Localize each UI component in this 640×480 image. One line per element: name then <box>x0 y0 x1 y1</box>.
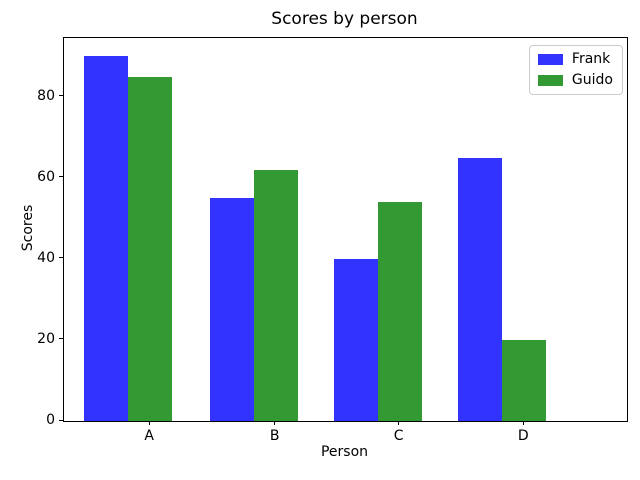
plot-area: Frank Guido <box>63 37 628 422</box>
legend: Frank Guido <box>528 45 623 95</box>
x-tick-mark-a <box>148 421 150 425</box>
bar-frank-a <box>84 56 129 421</box>
x-tick-mark-b <box>274 421 276 425</box>
bar-frank-b <box>209 198 254 421</box>
y-tick-mark-20 <box>59 338 63 340</box>
y-tick-label-0: 0 <box>46 412 55 428</box>
legend-swatch-frank-icon <box>537 53 563 65</box>
y-axis-label: Scores <box>20 204 36 252</box>
legend-swatch-guido-icon <box>537 74 563 86</box>
y-tick-mark-80 <box>59 95 63 97</box>
x-tick-label-d: D <box>517 428 529 444</box>
x-tick-label-c: C <box>393 428 404 444</box>
y-tick-mark-40 <box>59 257 63 259</box>
bar-guido-b <box>253 169 298 421</box>
legend-label-frank: Frank <box>571 51 611 67</box>
y-tick-label-60: 60 <box>37 168 55 185</box>
legend-item-frank: Frank <box>537 51 613 67</box>
x-tick-mark-c <box>398 421 400 425</box>
x-tick-label-b: B <box>269 428 280 444</box>
legend-item-guido: Guido <box>537 72 613 88</box>
chart-title: Scores by person <box>271 9 418 29</box>
bar-frank-d <box>458 157 503 421</box>
x-tick-label-a: A <box>144 428 154 444</box>
x-axis-label: Person <box>320 444 369 460</box>
y-tick-label-80: 80 <box>37 87 55 104</box>
y-tick-mark-60 <box>59 176 63 178</box>
bar-frank-c <box>333 258 378 421</box>
y-tick-label-40: 40 <box>37 249 55 266</box>
y-tick-mark-0 <box>59 419 63 421</box>
bar-guido-c <box>377 202 422 421</box>
x-tick-mark-d <box>522 421 524 425</box>
y-tick-label-20: 20 <box>37 330 55 347</box>
legend-label-guido: Guido <box>571 72 613 88</box>
bar-guido-a <box>128 76 173 421</box>
bar-guido-d <box>502 339 547 421</box>
